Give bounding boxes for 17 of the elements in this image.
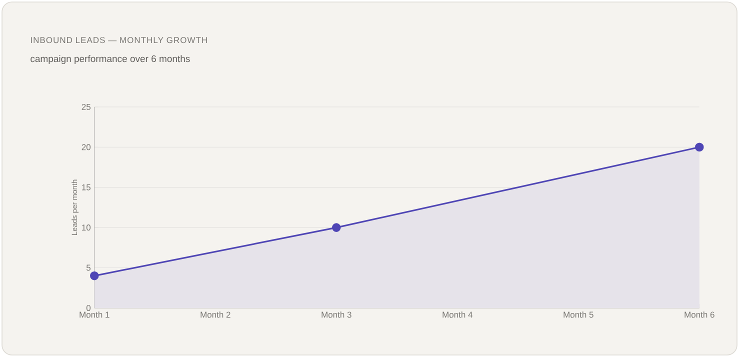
- x-tick-label: Month 5: [564, 311, 594, 318]
- chart-title: INBOUND LEADS — MONTHLY GROWTH: [30, 37, 207, 44]
- point: [90, 271, 99, 280]
- y-tick-label: 10: [82, 224, 91, 231]
- point: [332, 223, 341, 232]
- x-tick-label: Month 6: [684, 311, 714, 318]
- x-tick-label: Month 2: [200, 311, 230, 318]
- x-tick-label: Month 4: [442, 311, 472, 318]
- y-tick-label: 5: [86, 264, 91, 271]
- x-tick-label: Month 1: [80, 311, 110, 318]
- y-tick-label: 25: [82, 104, 91, 110]
- y-tick-label: 20: [82, 144, 91, 150]
- y-tick-label: 0: [86, 304, 91, 311]
- x-tick-label: Month 3: [322, 311, 352, 318]
- point: [694, 142, 704, 152]
- y-tick-label: 15: [82, 184, 91, 190]
- chart-subtitle: campaign performance over 6 months: [30, 55, 190, 64]
